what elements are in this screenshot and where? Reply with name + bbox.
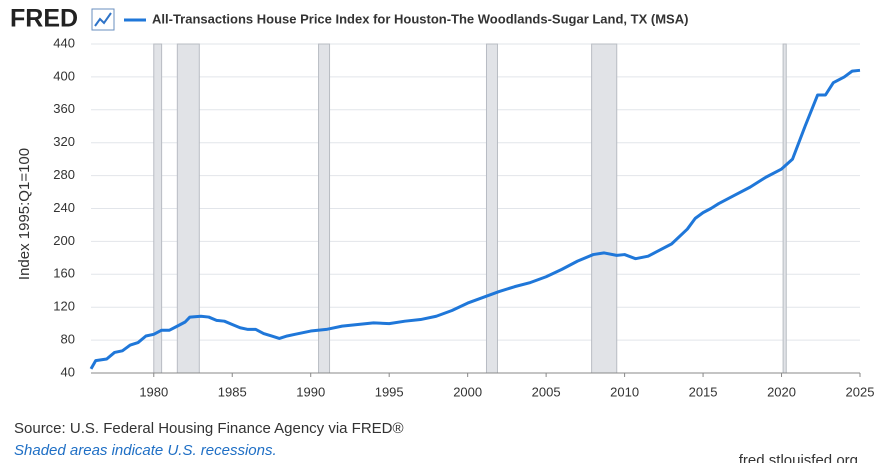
recession-band (485, 43, 498, 374)
x-tick-label: 1985 (218, 384, 247, 399)
note: Shaded areas indicate U.S. recessions. (14, 442, 277, 459)
legend-label: All-Transactions House Price Index for H… (152, 11, 688, 26)
y-tick-label: 80 (61, 332, 75, 347)
series-line (89, 68, 861, 370)
x-tick-label: 1980 (139, 384, 168, 399)
y-tick-label: 280 (53, 167, 75, 182)
plot-area: 40 80 120 160 200 240 280 320 360 400 440 1980 1985 1… (53, 35, 874, 399)
url: fred.stlouisfed.org (739, 452, 858, 463)
y-axis-label: Index 1995:Q1=100 (16, 148, 33, 280)
y-tick-label: 160 (53, 266, 75, 281)
recession-band (591, 43, 618, 374)
y-tick-label: 440 (53, 35, 75, 50)
logo-icon (91, 8, 115, 31)
y-tick-label: 360 (53, 101, 75, 116)
x-tick-label: 2020 (767, 384, 796, 399)
recession-band (782, 43, 787, 374)
y-tick-label: 320 (53, 134, 75, 149)
y-tick-label: 400 (53, 68, 75, 83)
x-tick-label: 2000 (453, 384, 482, 399)
source: Source: U.S. Federal Housing Finance Age… (14, 420, 404, 437)
x-tick-label: 1990 (296, 384, 325, 399)
y-tick-label: 240 (53, 200, 75, 215)
y-tick-label: 40 (61, 364, 75, 379)
y-tick-label: 120 (53, 299, 75, 314)
recession-band (153, 43, 163, 374)
x-tick-label: 2025 (846, 384, 875, 399)
x-tick-label: 2010 (610, 384, 639, 399)
x-tick-label: 2015 (689, 384, 718, 399)
y-tick-label: 200 (53, 233, 75, 248)
logo: FRED (10, 5, 78, 33)
x-tick-label: 2005 (532, 384, 561, 399)
recession-band (318, 43, 331, 374)
x-tick-label: 1995 (375, 384, 404, 399)
